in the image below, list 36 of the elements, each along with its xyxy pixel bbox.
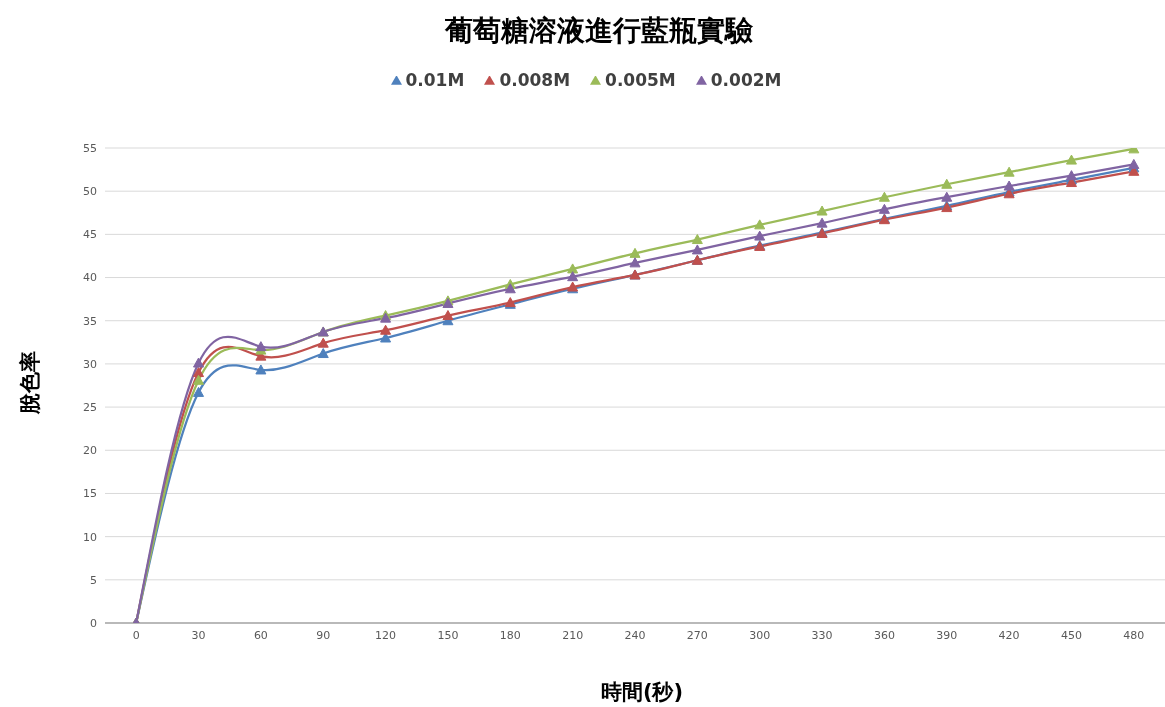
x-tick-label: 30 (191, 628, 206, 642)
y-tick-label: 30 (83, 357, 97, 371)
y-tick-label: 5 (90, 573, 97, 587)
x-tick-label: 360 (873, 628, 895, 642)
x-tick-label: 0 (132, 628, 140, 642)
x-tick-label: 450 (1060, 628, 1082, 642)
x-tick-label: 270 (686, 628, 708, 642)
x-tick-label: 120 (375, 628, 397, 642)
y-tick-label: 20 (83, 444, 97, 458)
y-tick-label: 35 (83, 314, 97, 328)
y-tick-label: 55 (83, 141, 97, 155)
y-tick-label: 40 (83, 271, 97, 285)
x-axis-title: 時間(秒) (600, 679, 684, 706)
y-tick-label: 10 (83, 530, 97, 544)
x-tick-label: 60 (253, 628, 268, 642)
y-tick-label: 50 (83, 185, 97, 199)
legend-label: 0.005M (605, 70, 676, 90)
legend-label: 0.01M (405, 70, 465, 90)
y-axis-title: 脫色率 (17, 350, 43, 414)
x-tick-label: 480 (1123, 628, 1145, 642)
chart-title: 葡萄糖溶液進行藍瓶實驗 (445, 13, 753, 49)
x-tick-label: 150 (437, 628, 459, 642)
x-tick-label: 210 (562, 628, 584, 642)
x-tick-label: 330 (811, 628, 833, 642)
x-tick-label: 300 (749, 628, 771, 642)
x-tick-label: 180 (499, 628, 521, 642)
x-tick-label: 90 (316, 628, 331, 642)
y-tick-label: 15 (83, 487, 97, 501)
y-tick-label: 25 (83, 401, 97, 414)
legend-label: 0.008M (499, 70, 571, 90)
x-tick-label: 390 (936, 628, 958, 642)
legend-label: 0.002M (710, 70, 782, 90)
x-tick-label: 420 (998, 628, 1020, 642)
x-tick-label: 240 (624, 628, 646, 642)
y-tick-label: 45 (83, 228, 97, 242)
y-tick-label: 0 (90, 616, 97, 630)
